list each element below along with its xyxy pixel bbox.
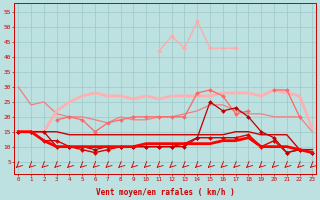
X-axis label: Vent moyen/en rafales ( km/h ): Vent moyen/en rafales ( km/h ) xyxy=(96,188,235,197)
